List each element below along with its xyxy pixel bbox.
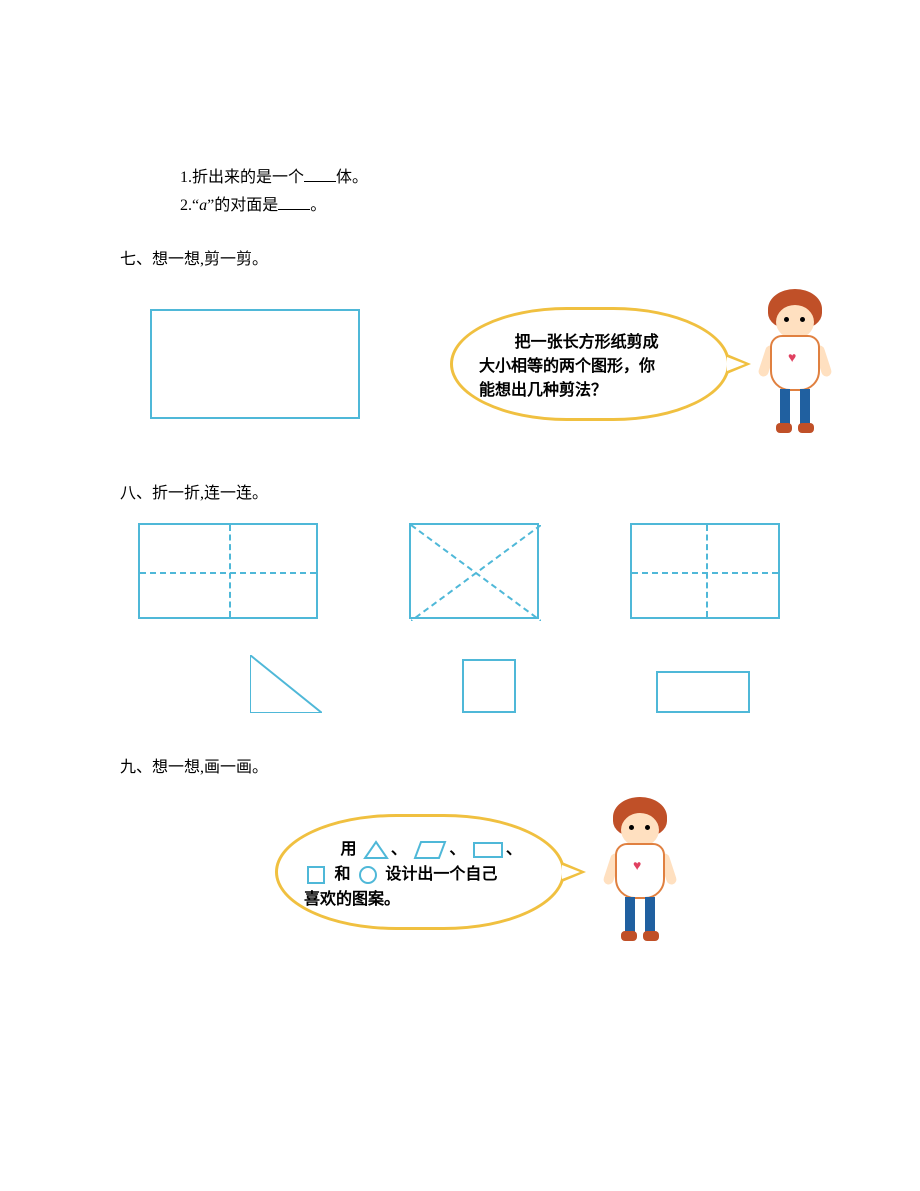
q2-blank [278, 196, 310, 210]
section-8-row1 [138, 523, 780, 619]
sep2: 、 [449, 841, 465, 858]
q2-prefix: 2.“ [180, 197, 199, 214]
q2-mid: ”的对面是 [207, 197, 278, 214]
section-8-row2 [250, 655, 750, 713]
circle-icon [357, 865, 379, 885]
bubble-tail-icon-2 [562, 862, 586, 882]
square-shape [462, 659, 516, 713]
b9-tail2: 喜欢的图案。 [304, 885, 536, 909]
section-7-row: 把一张长方形纸剪成 大小相等的两个图形，你 能想出几种剪法？ ♥ [150, 289, 840, 439]
q1-prefix: 1.折出来的是一个 [180, 169, 304, 186]
speech-bubble-7: 把一张长方形纸剪成 大小相等的两个图形，你 能想出几种剪法？ [450, 307, 730, 421]
sep1: 、 [391, 841, 407, 858]
section-9-row: 用 、 、 、 和 设计出一个自己 喜欢的图案。 ♥ [120, 797, 840, 947]
section-8-title: 八、折一折,连一连。 [120, 479, 840, 503]
fold-box-1 [138, 523, 318, 619]
rectangle-shape [150, 309, 360, 419]
speech-bubble-9: 用 、 、 、 和 设计出一个自己 喜欢的图案。 [275, 814, 565, 930]
b9-pre: 用 [340, 841, 356, 858]
girl-illustration-2: ♥ [595, 797, 685, 947]
sep3: 、 [506, 841, 522, 858]
fold-box-2 [409, 523, 539, 619]
triangle-shape [250, 655, 322, 713]
bubble-tail-icon [727, 354, 751, 374]
q1-blank [304, 168, 336, 182]
q2-var: a [199, 197, 207, 214]
q1-suffix: 体。 [336, 169, 368, 186]
bubble-7-line3: 能想出几种剪法？ [479, 376, 701, 400]
fold-box-3 [630, 523, 780, 619]
square-icon [306, 865, 328, 885]
parallelogram-icon [413, 840, 447, 860]
bubble-7-line2: 大小相等的两个图形，你 [479, 352, 701, 376]
b9-and: 和 [334, 866, 350, 883]
girl-illustration: ♥ [750, 289, 840, 439]
small-rectangle-shape [656, 671, 750, 713]
section-9-title: 九、想一想,画一画。 [120, 753, 840, 777]
bubble-7-line1: 把一张长方形纸剪成 [479, 328, 701, 352]
triangle-icon [363, 840, 389, 860]
section-7-title: 七、想一想,剪一剪。 [120, 245, 840, 269]
rectangle-icon [472, 840, 504, 860]
b9-tail1: 设计出一个自己 [385, 866, 497, 883]
q2-suffix: 。 [310, 197, 326, 214]
